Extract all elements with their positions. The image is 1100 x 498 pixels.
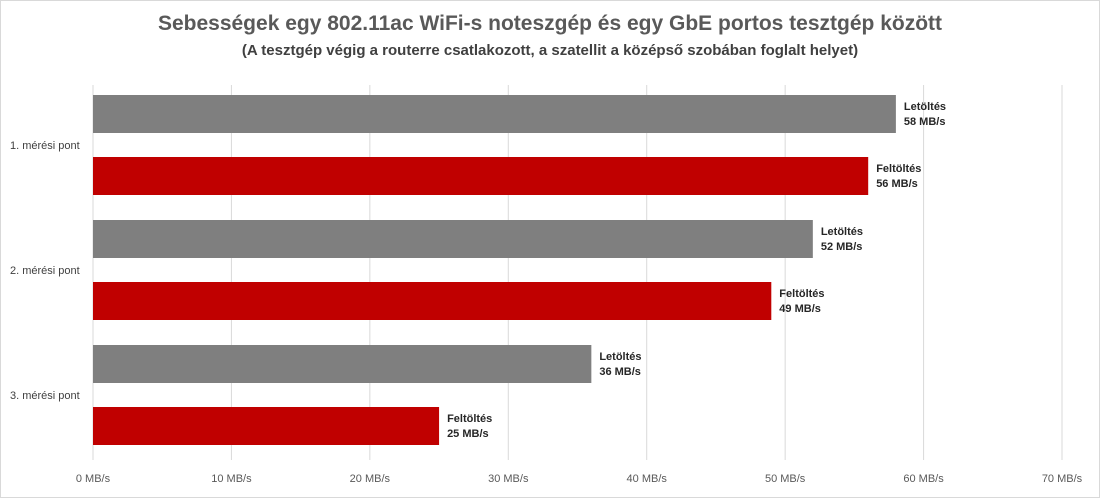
x-tick-label-40: 40 MB/s (627, 473, 668, 485)
x-tick-label-30: 30 MB/s (488, 473, 529, 485)
data-label-value-1-1: 58 MB/s (904, 116, 946, 128)
x-tick-label-50: 50 MB/s (765, 473, 806, 485)
bar-letoltes-3 (93, 345, 592, 383)
chart-subtitle: (A tesztgép végig a routerre csatlakozot… (241, 42, 859, 59)
data-label-name-1-2: Feltöltés (876, 163, 921, 175)
x-tick-label-0: 0 MB/s (76, 473, 111, 485)
x-tick-label-60: 60 MB/s (903, 473, 944, 485)
bar-feltoltes-1 (93, 157, 869, 195)
chart-title: Sebességek egy 802.11ac WiFi-s noteszgép… (157, 12, 943, 35)
data-label-name-2-1: Letöltés (821, 226, 863, 238)
category-label-1: 1. mérési pont (10, 140, 80, 152)
x-tick-label-10: 10 MB/s (211, 473, 252, 485)
bar-letoltes-2 (93, 220, 813, 258)
x-tick-label-70: 70 MB/s (1042, 473, 1083, 485)
bar-feltoltes-3 (93, 407, 440, 445)
bar-letoltes-1 (93, 95, 896, 133)
data-label-value-3-1: 36 MB/s (599, 366, 641, 378)
x-tick-label-20: 20 MB/s (350, 473, 391, 485)
data-label-name-1-1: Letöltés (904, 101, 946, 113)
bar-feltoltes-2 (93, 282, 772, 320)
data-label-value-2-1: 52 MB/s (821, 241, 863, 253)
data-label-value-1-2: 56 MB/s (876, 178, 918, 190)
data-label-name-3-2: Feltöltés (447, 413, 492, 425)
data-label-name-2-2: Feltöltés (779, 288, 824, 300)
category-label-3: 3. mérési pont (10, 390, 80, 402)
data-label-value-2-2: 49 MB/s (779, 303, 821, 315)
data-label-value-3-2: 25 MB/s (447, 428, 489, 440)
data-label-name-3-1: Letöltés (599, 351, 641, 363)
category-label-2: 2. mérési pont (10, 265, 80, 277)
